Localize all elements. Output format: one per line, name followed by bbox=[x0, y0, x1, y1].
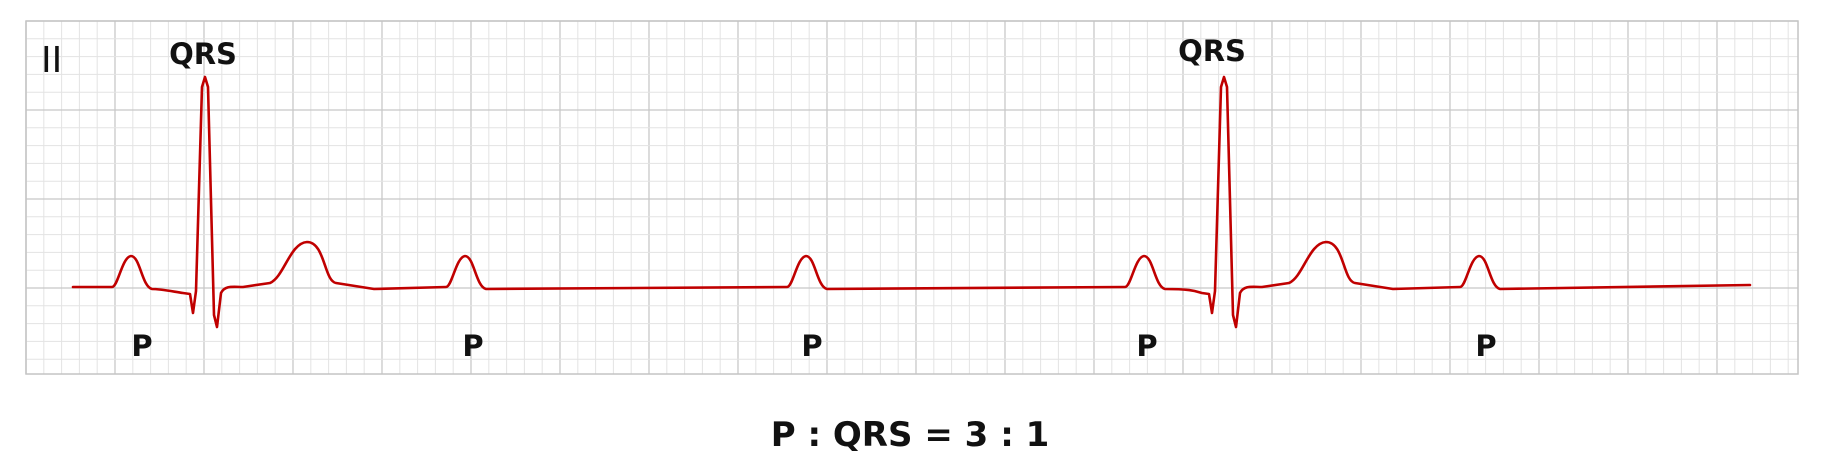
lead-label: II bbox=[41, 40, 62, 81]
ratio-colon-2: : bbox=[1000, 415, 1014, 455]
conduction-ratio: P : QRS = 3 : 1 bbox=[771, 415, 1050, 455]
p-wave-label-5: P bbox=[1475, 329, 1496, 363]
ratio-right-value: 1 bbox=[1026, 415, 1050, 455]
p-wave-label-4: P bbox=[1136, 329, 1157, 363]
qrs-label-1: QRS bbox=[169, 37, 237, 71]
ecg-grid-paper bbox=[25, 20, 1798, 374]
ratio-left-value: 3 bbox=[965, 415, 989, 455]
ratio-colon-1: : bbox=[807, 415, 821, 455]
ratio-equals: = bbox=[924, 415, 953, 455]
ratio-p: P bbox=[771, 415, 796, 455]
p-wave-label-3: P bbox=[801, 329, 822, 363]
qrs-label-2: QRS bbox=[1178, 34, 1246, 68]
p-wave-label-1: P bbox=[131, 329, 152, 363]
p-wave-label-2: P bbox=[462, 329, 483, 363]
ratio-qrs: QRS bbox=[833, 415, 913, 455]
ecg-strip-frame bbox=[25, 20, 1799, 375]
ecg-trace bbox=[71, 75, 1752, 329]
